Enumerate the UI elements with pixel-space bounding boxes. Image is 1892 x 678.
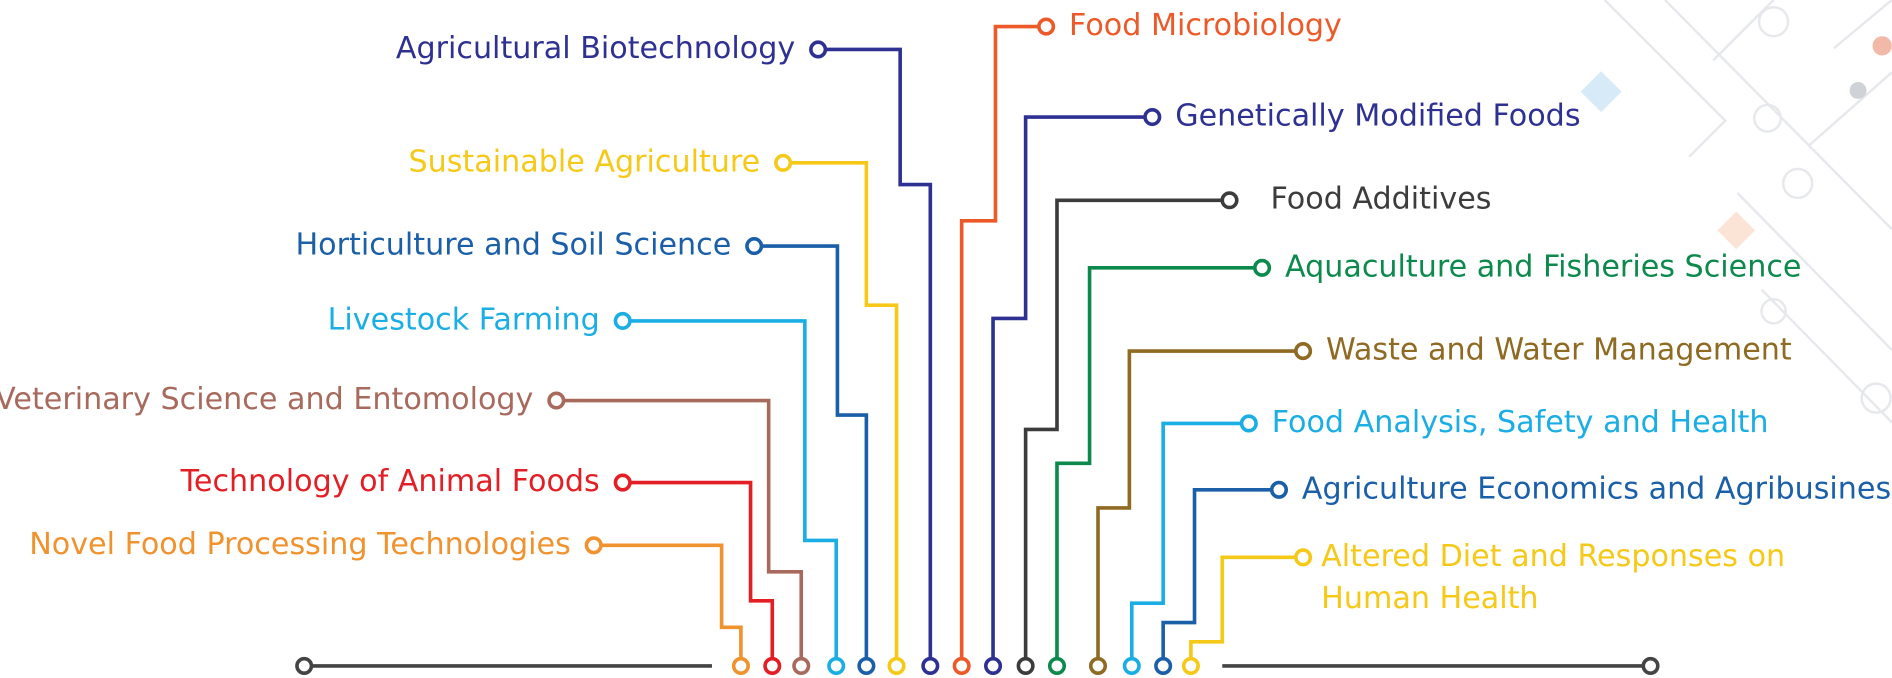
bottom-node: [765, 659, 779, 673]
end-node: [1145, 110, 1159, 124]
end-node: [615, 475, 629, 489]
topic-connector: Altered Diet and Responses on Human Healt…: [1184, 539, 1786, 673]
end-node: [1222, 193, 1236, 207]
bottom-node: [1050, 659, 1064, 673]
end-node: [615, 314, 629, 328]
topic-connector: Novel Food Processing Technologies: [29, 527, 748, 673]
connector-line: [630, 321, 836, 659]
end-node: [1272, 483, 1286, 497]
bottom-node: [794, 659, 808, 673]
end-node: [549, 393, 563, 407]
end-node: [1039, 19, 1053, 33]
connector-line: [564, 401, 802, 659]
topic-label: Waste and Water Management: [1326, 333, 1792, 368]
topic-connector: Agricultural Biotechnology: [396, 31, 938, 673]
bottom-node: [986, 659, 1000, 673]
topic-label: Horticulture and Soil Science: [295, 228, 731, 263]
end-node: [1242, 416, 1256, 430]
connector-line: [1098, 351, 1296, 659]
topic-diagram: Novel Food Processing Technologies Techno…: [0, 0, 1892, 678]
bottom-node: [1184, 659, 1198, 673]
bottom-node: [889, 659, 903, 673]
topic-label: Technology of Animal Foods: [180, 464, 600, 499]
topic-label: Livestock Farming: [328, 302, 600, 337]
baseline: [297, 659, 1658, 673]
connector-line: [601, 545, 741, 658]
topic-label: Altered Diet and Responses on: [1321, 539, 1785, 574]
bottom-node: [923, 659, 937, 673]
topic-label: Novel Food Processing Technologies: [29, 527, 571, 562]
topic-label: Agricultural Biotechnology: [396, 31, 795, 66]
topic-label: Sustainable Agriculture: [408, 144, 760, 179]
connector-line: [1163, 490, 1272, 659]
connector-line: [761, 246, 866, 659]
bottom-node: [954, 659, 968, 673]
topic-connector: Technology of Animal Foods: [180, 464, 780, 673]
bottom-node: [829, 659, 843, 673]
page: {"topics": [ {"label": "Novel Food Proce…: [0, 0, 1892, 678]
bottom-node: [1125, 659, 1139, 673]
topic-label: Agriculture Economics and Agribusiness: [1302, 471, 1892, 506]
topic-label: Human Health: [1321, 581, 1538, 616]
topic-label: Veterinary Science and Entomology: [0, 382, 533, 417]
bottom-node: [859, 659, 873, 673]
topic-label: Aquaculture and Fisheries Science: [1285, 249, 1801, 284]
connector-line: [993, 117, 1145, 659]
connector-line: [630, 483, 772, 659]
end-node: [776, 156, 790, 170]
topic-connector: Horticulture and Soil Science: [295, 228, 873, 674]
end-node: [1296, 550, 1310, 564]
topic-label: Food Microbiology: [1069, 8, 1342, 43]
topic-label: Food Analysis, Safety and Health: [1272, 405, 1769, 440]
connector-line: [1191, 557, 1296, 658]
end-node: [747, 239, 761, 253]
bottom-node: [1156, 659, 1170, 673]
end-node: [811, 42, 825, 56]
bottom-node: [1091, 659, 1105, 673]
end-node: [1296, 344, 1310, 358]
bottom-node: [734, 659, 748, 673]
bottom-node: [1018, 659, 1032, 673]
topic-label: Food Additives: [1271, 182, 1492, 217]
end-node: [1255, 261, 1269, 275]
topic-label: Genetically Modified Foods: [1175, 99, 1580, 134]
connector-line: [1057, 268, 1255, 659]
connector-line: [825, 49, 930, 658]
end-node: [586, 538, 600, 552]
